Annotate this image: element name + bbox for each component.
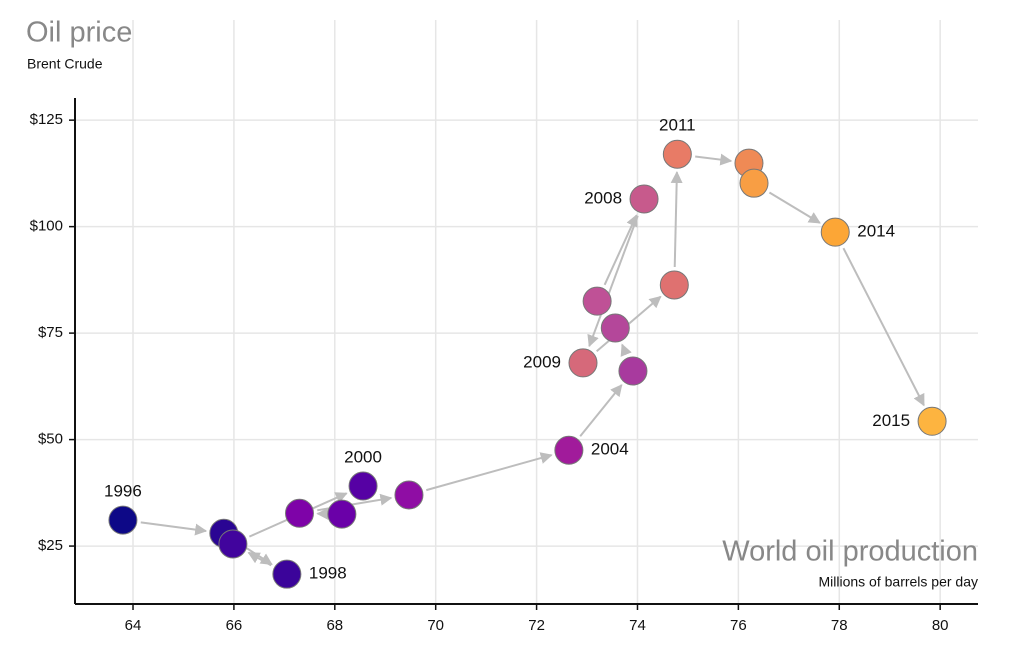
point-label: 1996 [104,482,142,501]
x-tick-label: 78 [831,617,848,634]
connector [695,153,733,166]
connector [768,191,821,224]
point [394,480,424,510]
x-axis-subtitle: Millions of barrels per day [818,574,978,590]
grid [75,20,978,604]
point [662,139,692,169]
x-tick-label: 64 [125,617,142,634]
point [917,406,947,436]
connector [620,343,632,357]
point [568,348,598,378]
y-tick-label: $75 [38,324,63,341]
chart-subtitle: Brent Crude [27,56,103,72]
x-axis-title: World oil production [722,536,978,568]
y-tick-label: $25 [38,537,63,554]
point [554,435,584,465]
point-label: 1998 [309,564,347,583]
point [348,471,378,501]
connector [579,384,623,437]
point [618,356,648,386]
point [327,499,357,529]
x-tick-label: 74 [629,617,646,634]
point-label: 2015 [872,411,910,430]
y-tick-label: $125 [30,111,63,128]
connector [670,171,683,268]
point-label: 2011 [659,116,696,135]
point [629,184,659,214]
x-tick-label: 72 [528,617,545,634]
point [272,559,302,589]
connector [587,215,639,348]
connector [140,521,208,536]
point [284,498,314,528]
point [218,529,248,559]
point-label: 2008 [584,188,622,207]
point [820,217,850,247]
point-label: 2009 [523,352,561,371]
connector [426,452,553,492]
connector [247,551,272,567]
point [108,505,138,535]
y-tick-label: $50 [38,431,63,448]
connector [603,214,638,286]
x-tick-label: 70 [427,617,444,634]
point-label: 2004 [591,440,629,459]
connector [842,247,925,407]
x-tick-label: 66 [226,617,243,634]
point-label: 2014 [857,222,895,241]
point-label: 2000 [344,448,382,467]
point [582,286,612,316]
x-tick-label: 68 [326,617,343,634]
y-tick-label: $100 [30,218,63,235]
x-tick-label: 76 [730,617,747,634]
point [739,168,769,198]
point [600,313,630,343]
chart-title: Oil price [26,17,132,49]
point [659,270,689,300]
x-tick-label: 80 [932,617,949,634]
